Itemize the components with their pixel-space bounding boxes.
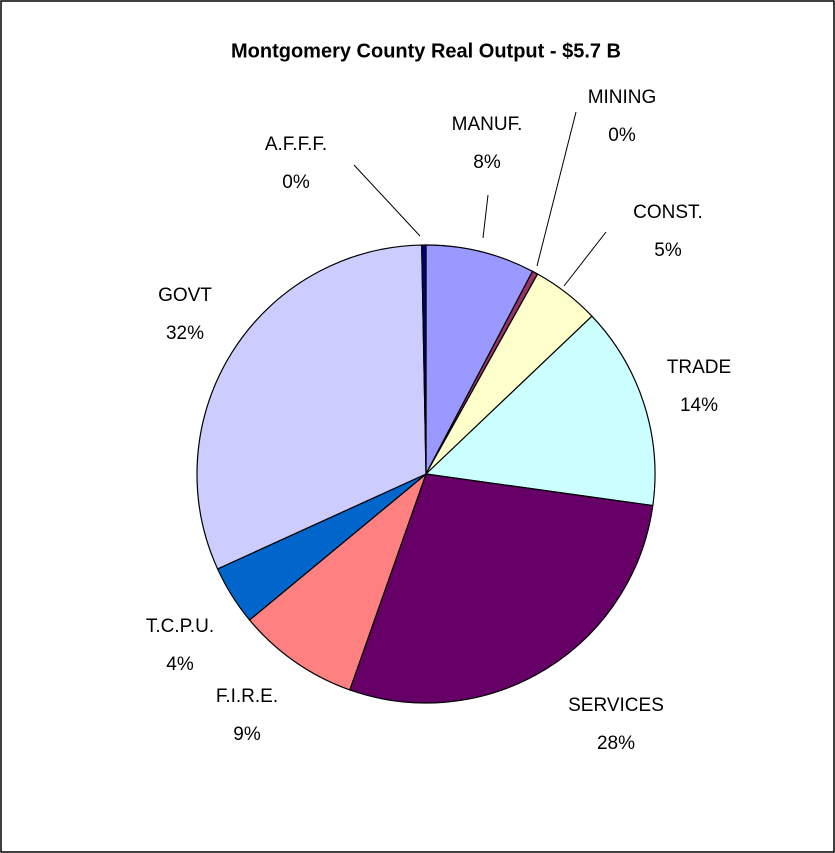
slice-value-label: 4% xyxy=(166,654,194,675)
pie-slice xyxy=(248,472,428,691)
pie-slice xyxy=(425,244,534,475)
slice-label: SERVICES xyxy=(568,695,664,716)
leader-line xyxy=(536,111,577,267)
slice-label: MINING xyxy=(588,87,657,108)
slice-label: F.I.R.E. xyxy=(216,686,278,707)
slice-label: MANUF. xyxy=(452,114,523,135)
slice-label: TRADE xyxy=(667,357,731,378)
slice-value-label: 28% xyxy=(597,733,635,754)
slice-value-label: 9% xyxy=(233,724,261,745)
leader-line xyxy=(563,231,607,287)
slice-value-label: 5% xyxy=(654,240,682,261)
slice-value-label: 32% xyxy=(166,323,204,344)
slice-label: A.F.F.F. xyxy=(265,134,327,155)
slice-value-label: 0% xyxy=(282,172,310,193)
leader-line xyxy=(353,164,421,237)
slice-label: T.C.P.U. xyxy=(146,616,214,637)
slice-value-label: 8% xyxy=(473,152,501,173)
chart-title: Montgomery County Real Output - $5.7 B xyxy=(231,40,621,62)
slice-label: CONST. xyxy=(633,202,703,223)
slice-value-label: 14% xyxy=(680,395,718,416)
pie-slice xyxy=(421,244,427,475)
pie-slice xyxy=(424,315,656,507)
leader-line xyxy=(482,194,489,239)
pie-slice xyxy=(349,473,654,704)
pie-slice xyxy=(196,244,427,570)
slice-label: GOVT xyxy=(158,285,212,306)
slice-value-label: 0% xyxy=(608,125,636,146)
